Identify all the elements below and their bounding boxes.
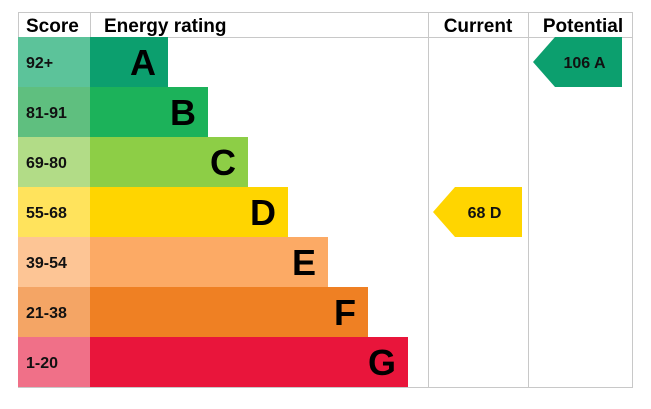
band-bar-g <box>90 337 408 387</box>
score-cell-c <box>18 137 90 187</box>
band-letter-c: C <box>210 142 236 183</box>
band-letter-d: D <box>250 192 276 233</box>
score-label-d: 55-68 <box>26 205 67 222</box>
potential-arrow <box>533 37 622 87</box>
current-rating-label: 68 D <box>468 205 502 222</box>
band-bar-b <box>90 87 208 137</box>
band-bar-d <box>90 187 288 237</box>
band-letter-b: B <box>170 92 196 133</box>
rating-bands: 92+ A 81-91 B 69-80 C 55-68 D 39-54 E 21-38 F 1-20 G <box>18 37 408 387</box>
score-label-c: 69-80 <box>26 155 67 172</box>
band-bar-f <box>90 287 368 337</box>
header-score: Score <box>26 16 79 37</box>
band-letter-a: A <box>130 42 156 83</box>
current-arrow <box>433 187 522 237</box>
score-cell-g <box>18 337 90 387</box>
header-energy-rating: Energy rating <box>104 16 226 37</box>
score-label-f: 21-38 <box>26 305 67 322</box>
score-label-e: 39-54 <box>26 255 67 272</box>
band-bar-e <box>90 237 328 287</box>
band-letter-e: E <box>292 242 316 283</box>
score-cell-f <box>18 287 90 337</box>
header-potential: Potential <box>543 16 623 37</box>
band-letter-g: G <box>368 342 396 383</box>
score-label-g: 1-20 <box>26 355 58 372</box>
score-label-b: 81-91 <box>26 105 67 122</box>
score-label-a: 92+ <box>26 55 53 72</box>
potential-rating-label: 106 A <box>563 55 606 72</box>
score-cell-e <box>18 237 90 287</box>
rating-arrows: 68 D 106 A <box>433 37 622 237</box>
header-current: Current <box>444 16 513 37</box>
score-cell-d <box>18 187 90 237</box>
band-bar-a <box>90 37 168 87</box>
band-bar-c <box>90 137 248 187</box>
score-cell-b <box>18 87 90 137</box>
score-cell-a <box>18 37 90 87</box>
band-letter-f: F <box>334 292 356 333</box>
